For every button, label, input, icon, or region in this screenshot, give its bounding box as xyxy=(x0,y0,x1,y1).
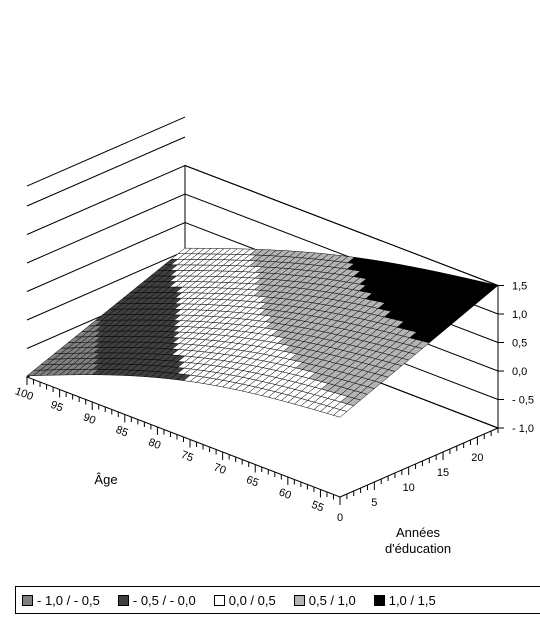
x-axis-title: Années d'éducation xyxy=(385,525,451,556)
y-tick-label: 70 xyxy=(212,461,228,477)
y-tick-label: 60 xyxy=(277,486,293,502)
x-tick-label: 20 xyxy=(471,452,483,464)
y-tick-label: 65 xyxy=(244,474,260,490)
x-tick-label: 10 xyxy=(403,482,415,494)
legend-item: 0,5 / 1,0 xyxy=(293,592,356,608)
legend-swatch xyxy=(117,594,129,606)
gridline xyxy=(26,116,186,187)
legend-label: 0,0 / 0,5 xyxy=(228,592,276,608)
surface-chart: - 1,0 - 0,5 0,0 0,5 1,0 1,5 0 5 10 15 20 Années d'éd… xyxy=(13,116,534,556)
y-tick-label: 95 xyxy=(49,399,65,415)
legend-swatch xyxy=(22,594,33,606)
y-tick-label: 80 xyxy=(147,436,163,452)
x-tick-label: 5 xyxy=(371,497,377,509)
legend-label: - 0,5 / - 0,0 xyxy=(132,592,196,608)
legend: - 1,0 / - 0,5 - 0,5 / - 0,0 0,0 / 0,5 0,5 /… xyxy=(15,586,540,614)
z-tick-label: 1,5 xyxy=(512,281,527,293)
y-tick-label: 90 xyxy=(81,411,97,427)
legend-label: - 1,0 / - 0,5 xyxy=(37,592,100,608)
gridline xyxy=(26,164,499,286)
z-tick-label: 1,0 xyxy=(512,309,527,321)
legend-item: - 0,5 / - 0,0 xyxy=(117,592,196,608)
surface-cell xyxy=(484,283,499,292)
legend-swatch xyxy=(293,594,305,606)
y-tick-label: 75 xyxy=(179,449,195,465)
y-axis-title: Âge xyxy=(94,472,117,487)
y-tick-label: 85 xyxy=(114,424,130,440)
y-axis: 55 60 65 70 75 80 85 90 95 100 Âge xyxy=(13,377,341,515)
z-tick-label: 0,0 xyxy=(512,366,527,378)
z-tick-label: - 0,5 xyxy=(512,395,534,407)
legend-swatch xyxy=(213,594,225,606)
legend-swatch xyxy=(373,594,385,606)
x-tick-label: 0 xyxy=(337,512,343,524)
legend-item: - 1,0 / - 0,5 xyxy=(22,593,100,608)
legend-label: 0,5 / 1,0 xyxy=(308,592,356,608)
y-tick-label: 100 xyxy=(13,385,34,403)
surface xyxy=(26,247,499,418)
x-axis: 0 5 10 15 20 Années d'éducation xyxy=(337,428,499,556)
x-tick-label: 15 xyxy=(437,467,449,479)
legend-item: 0,0 / 0,5 xyxy=(213,592,276,608)
legend-item: 1,0 / 1,5 xyxy=(373,592,436,608)
z-axis: - 1,0 - 0,5 0,0 0,5 1,0 1,5 xyxy=(497,281,534,435)
z-tick-label: 0,5 xyxy=(512,338,527,350)
z-tick-label: - 1,0 xyxy=(512,423,534,435)
y-tick-label: 55 xyxy=(310,499,326,515)
gridline xyxy=(26,136,186,207)
legend-label: 1,0 / 1,5 xyxy=(388,592,436,608)
